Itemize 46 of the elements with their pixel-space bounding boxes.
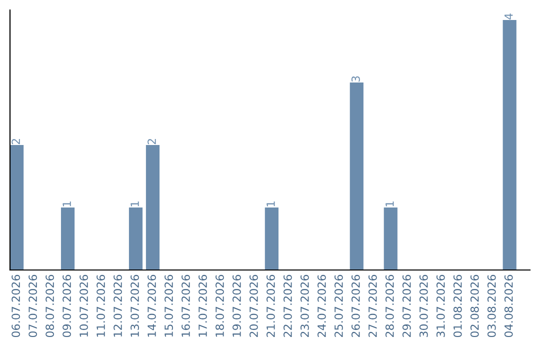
x-tick-label: 03.08.2026 (487, 274, 496, 338)
x-tick-label: 19.07.2026 (232, 274, 241, 337)
x-tick-label: 16.07.2026 (182, 274, 190, 337)
x-tick-label: 20.07.2026 (250, 274, 258, 337)
x-tick-label: 11.07.2026 (96, 274, 105, 337)
bar (384, 208, 398, 270)
bar (10, 145, 24, 270)
data-label: 4 (504, 14, 513, 20)
x-tick-label: 23.07.2026 (300, 274, 309, 337)
data-label: 1 (266, 201, 275, 206)
x-tick-label: 09.07.2026 (62, 274, 71, 338)
bar (502, 20, 516, 270)
data-label: 3 (351, 76, 360, 82)
x-tick-label: 31.07.2026 (436, 274, 445, 337)
bar (350, 82, 364, 270)
x-tick-label: 29.07.2026 (402, 274, 411, 337)
x-tick-label: 04.08.2026 (504, 274, 513, 338)
x-tick-label: 02.08.2026 (470, 274, 479, 338)
x-tick-label: 22.07.2026 (284, 274, 292, 337)
x-tick-label: 17.07.2026 (198, 274, 207, 337)
x-tick-label: 25.07.2026 (334, 274, 343, 337)
x-tick-label: 13.07.2026 (130, 274, 139, 337)
bar (128, 208, 143, 270)
data-label: 2 (148, 139, 156, 144)
x-tick-label: 26.07.2026 (351, 274, 360, 337)
bar (264, 208, 278, 270)
x-tick-label: 01.08.2026 (453, 274, 462, 338)
data-label: 1 (130, 201, 139, 206)
x-tick-label: 06.07.2026 (12, 274, 20, 338)
bar (146, 145, 160, 270)
x-tick-label: 30.07.2026 (419, 274, 428, 337)
x-tick-label: 28.07.2026 (385, 274, 394, 337)
x-tick-label: 21.07.2026 (266, 274, 275, 337)
x-tick-label: 18.07.2026 (216, 274, 224, 337)
x-tick-label: 15.07.2026 (164, 274, 173, 337)
data-label: 2 (12, 139, 20, 144)
data-label: 1 (62, 201, 71, 206)
x-tick-label: 10.07.2026 (80, 274, 88, 337)
bar (60, 208, 75, 270)
x-tick-label: 12.07.2026 (114, 274, 122, 337)
x-tick-label: 14.07.2026 (148, 274, 156, 337)
x-tick-label: 07.07.2026 (28, 274, 38, 338)
x-tick-label: 24.07.2026 (318, 274, 326, 337)
x-tick-label: 27.07.2026 (368, 274, 377, 337)
x-tick-label: 08.07.2026 (46, 274, 54, 338)
data-label: 1 (386, 201, 394, 206)
